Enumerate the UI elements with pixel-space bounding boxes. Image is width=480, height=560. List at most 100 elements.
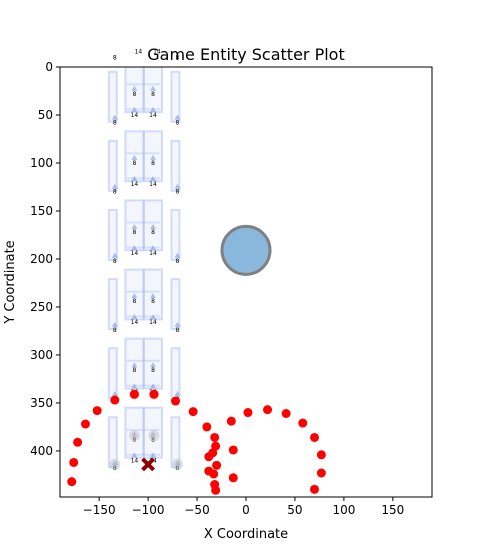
- entity-number-label: 8: [176, 327, 180, 334]
- entity-number-label: 8: [176, 189, 180, 196]
- red-entity-point: [129, 389, 139, 399]
- entity-number-label: 14: [149, 250, 157, 257]
- entity-number-label: 8: [151, 367, 155, 374]
- entity-number-label: 8: [132, 298, 136, 305]
- tile-block: [107, 347, 118, 400]
- tile-block: [170, 209, 181, 261]
- red-entity-point: [243, 408, 253, 418]
- red-entity-point: [149, 389, 159, 399]
- arrow-marker: [111, 252, 118, 258]
- entity-number-label: 14: [149, 319, 157, 326]
- tile-block: [107, 139, 118, 192]
- arrow-marker: [174, 252, 181, 258]
- entity-number-label: 8: [132, 229, 136, 236]
- red-entity-point: [110, 395, 120, 405]
- entity-number-label: 8: [176, 258, 180, 265]
- faded-entity-point: [148, 430, 160, 442]
- arrow-marker: [174, 460, 181, 466]
- entity-number-label: 14: [135, 49, 143, 56]
- entity-number-label: 8: [151, 298, 155, 305]
- red-entity-point: [310, 432, 320, 442]
- entity-number-label: 8: [151, 91, 155, 98]
- x-tick-label: −150: [83, 503, 116, 517]
- red-entity-point: [69, 457, 79, 467]
- y-tick-label: 0: [45, 60, 53, 74]
- y-tick-label: 200: [30, 252, 53, 266]
- tile-block: [170, 70, 181, 123]
- y-tick-label: 50: [38, 108, 53, 122]
- y-tick-label: 250: [30, 300, 53, 314]
- arrow-marker: [174, 321, 181, 327]
- entity-number-label: 14: [131, 250, 139, 257]
- red-entity-point: [263, 405, 273, 415]
- entity-number-label: 8: [151, 160, 155, 167]
- red-entity-point: [310, 484, 320, 494]
- arrow-marker: [131, 362, 138, 368]
- red-entity-point: [211, 441, 221, 451]
- entity-number-label: 14: [131, 457, 139, 464]
- entity-number-label: 8: [176, 120, 180, 127]
- y-tick-label: 350: [30, 396, 53, 410]
- arrow-marker: [174, 391, 181, 397]
- red-entity-point: [208, 448, 218, 458]
- red-entity-point: [298, 418, 308, 428]
- arrow-marker: [150, 245, 156, 251]
- y-tick-label: 300: [30, 348, 53, 362]
- plot-area: 8888888141414141414141414141414141488888…: [67, 67, 326, 495]
- large-blue-entity: [220, 224, 272, 276]
- arrow-marker: [131, 154, 138, 160]
- entity-number-label: 8: [132, 367, 136, 374]
- entity-number-label: 14: [131, 319, 139, 326]
- y-tick-label: 150: [30, 204, 53, 218]
- entity-number-label: 14: [131, 112, 139, 119]
- arrow-marker: [131, 85, 138, 91]
- arrow-marker: [150, 431, 156, 437]
- arrow-marker: [111, 391, 118, 397]
- x-axis-label: X Coordinate: [204, 527, 288, 542]
- y-tick-label: 400: [30, 444, 53, 458]
- tile-block: [107, 70, 118, 123]
- faded-entity-point: [128, 430, 140, 442]
- entity-number-label: 8: [113, 189, 117, 196]
- arrow-marker: [131, 293, 138, 299]
- red-entity-point: [316, 468, 326, 478]
- entity-number-label: 8: [113, 327, 117, 334]
- arrow-marker: [174, 114, 181, 120]
- axes: 8 14 14 8 −150 −100 −50 0 50 100 150 0 50 100 150 200 25…: [30, 49, 404, 517]
- entity-number-label: 14: [149, 181, 157, 188]
- red-entity-point: [171, 396, 181, 406]
- tile-block: [170, 347, 181, 400]
- entity-number-label: 8: [132, 91, 136, 98]
- red-entity-point: [281, 408, 291, 418]
- x-tick-label: −50: [184, 503, 209, 517]
- arrow-marker: [111, 321, 118, 327]
- arrow-marker: [150, 362, 156, 368]
- red-entity-point: [228, 445, 238, 455]
- entity-number-label: 14: [131, 181, 139, 188]
- entity-number-label: 8: [113, 120, 117, 127]
- entity-number-label: 8: [113, 465, 117, 472]
- cross-marker: [141, 457, 156, 472]
- arrow-marker: [150, 154, 156, 160]
- faded-entity-point: [109, 458, 121, 470]
- red-entity-point: [188, 407, 198, 417]
- chart-title: Game Entity Scatter Plot: [147, 45, 344, 64]
- arrow-marker: [150, 293, 156, 299]
- entity-number-label: 8: [151, 436, 155, 443]
- arrow-marker: [111, 183, 118, 189]
- entity-number-label: 8: [113, 54, 117, 61]
- tile-block: [107, 416, 118, 469]
- arrow-marker: [111, 460, 118, 466]
- entity-number-label: 14: [153, 49, 161, 56]
- red-entity-point: [228, 473, 238, 483]
- arrow-marker: [174, 183, 181, 189]
- arrow-marker: [150, 85, 156, 91]
- entity-number-label: 8: [151, 229, 155, 236]
- red-entity-point: [210, 432, 220, 442]
- arrow-marker: [150, 452, 156, 458]
- entity-number-label: 8: [176, 465, 180, 472]
- tile-block: [170, 416, 181, 469]
- red-entity-point: [226, 416, 236, 426]
